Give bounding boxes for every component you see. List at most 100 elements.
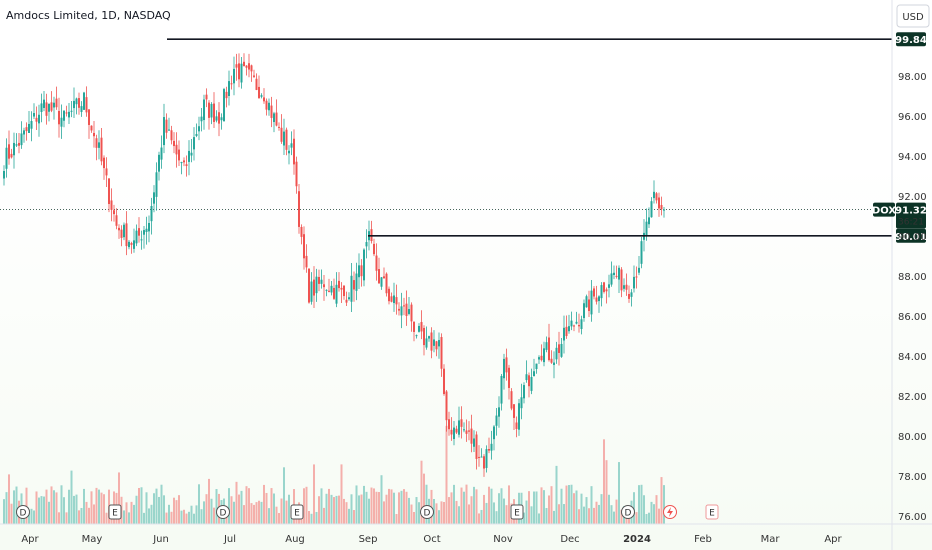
dividend-marker[interactable]: D (16, 505, 30, 519)
candle-body[interactable] (293, 138, 295, 165)
candle-body[interactable] (350, 275, 353, 302)
candle-body[interactable] (123, 224, 125, 238)
candle-body[interactable] (275, 112, 278, 126)
candle-body[interactable] (155, 172, 158, 197)
candle-body[interactable] (408, 309, 410, 314)
earnings-marker[interactable]: E (510, 504, 524, 520)
candle-body[interactable] (478, 456, 480, 458)
candle-body[interactable] (70, 110, 73, 112)
candle-body[interactable] (25, 127, 28, 132)
candle-body[interactable] (180, 162, 183, 164)
earnings-marker[interactable]: E (290, 504, 304, 520)
candle-body[interactable] (440, 337, 443, 369)
candle-body[interactable] (473, 438, 475, 447)
candle-body[interactable] (340, 287, 343, 290)
candle-body[interactable] (48, 103, 50, 112)
candle-body[interactable] (173, 140, 175, 147)
candle-body[interactable] (303, 234, 305, 259)
candle-body[interactable] (428, 336, 430, 339)
candle-body[interactable] (230, 83, 233, 85)
candle-body[interactable] (210, 103, 213, 118)
candle-body[interactable] (375, 255, 378, 271)
candle-body[interactable] (220, 117, 223, 121)
candle-body[interactable] (58, 110, 60, 125)
candle-body[interactable] (470, 428, 473, 444)
candle-body[interactable] (338, 280, 340, 289)
candle-body[interactable] (80, 106, 83, 113)
candle-body[interactable] (200, 116, 203, 122)
candle-body[interactable] (555, 347, 558, 360)
candle-body[interactable] (540, 355, 543, 361)
candle-body[interactable] (663, 209, 665, 211)
candle-body[interactable] (398, 308, 400, 311)
candle-body[interactable] (165, 119, 168, 133)
candle-body[interactable] (5, 147, 8, 169)
candle-body[interactable] (438, 340, 440, 347)
candle-body[interactable] (605, 289, 608, 292)
candle-body[interactable] (88, 109, 90, 125)
candle-body[interactable] (140, 239, 143, 241)
candle-body[interactable] (510, 391, 513, 409)
candle-body[interactable] (245, 65, 248, 68)
candle-body[interactable] (308, 268, 310, 303)
candle-body[interactable] (385, 273, 388, 294)
candle-body[interactable] (513, 404, 515, 418)
candle-body[interactable] (223, 89, 225, 122)
candle-body[interactable] (143, 230, 145, 235)
candle-body[interactable] (133, 240, 135, 249)
candle-body[interactable] (423, 327, 425, 346)
candle-body[interactable] (248, 63, 250, 70)
candle-body[interactable] (615, 275, 618, 277)
candle-body[interactable] (410, 304, 413, 322)
candle-body[interactable] (550, 358, 553, 363)
candle-body[interactable] (330, 285, 333, 293)
candle-body[interactable] (608, 284, 610, 288)
dividend-marker[interactable]: D (420, 505, 434, 519)
candle-body[interactable] (435, 341, 438, 350)
candle-body[interactable] (458, 420, 460, 435)
candle-body[interactable] (118, 227, 120, 231)
candle-body[interactable] (278, 126, 280, 128)
currency-button[interactable]: USD (896, 4, 930, 28)
candle-body[interactable] (55, 98, 58, 108)
candle-body[interactable] (488, 448, 490, 451)
candle-body[interactable] (148, 222, 150, 232)
candle-body[interactable] (178, 149, 180, 161)
candle-body[interactable] (40, 103, 43, 112)
candle-body[interactable] (288, 150, 290, 154)
candle-body[interactable] (73, 100, 75, 109)
candle-body[interactable] (135, 230, 138, 244)
candle-body[interactable] (648, 217, 650, 225)
candle-body[interactable] (298, 191, 300, 227)
candle-body[interactable] (430, 332, 433, 351)
candle-body[interactable] (503, 358, 505, 379)
candle-body[interactable] (553, 362, 555, 365)
candle-body[interactable] (50, 102, 53, 111)
candle-body[interactable] (530, 377, 533, 391)
candle-body[interactable] (373, 243, 375, 255)
candle-body[interactable] (348, 297, 350, 300)
candle-body[interactable] (185, 164, 188, 167)
candle-body[interactable] (285, 129, 288, 150)
candle-body[interactable] (613, 272, 615, 275)
candle-body[interactable] (625, 284, 628, 290)
candle-body[interactable] (365, 242, 368, 247)
candle-body[interactable] (475, 434, 478, 459)
candle-body[interactable] (170, 130, 173, 141)
candle-body[interactable] (333, 287, 335, 299)
candle-body[interactable] (45, 102, 48, 116)
earnings-marker[interactable]: E (108, 504, 122, 520)
dividend-marker[interactable]: D (216, 505, 230, 519)
candle-body[interactable] (403, 305, 405, 307)
candle-body[interactable] (145, 228, 148, 232)
candle-body[interactable] (15, 144, 18, 146)
candle-body[interactable] (75, 98, 78, 105)
candle-body[interactable] (528, 375, 530, 387)
candle-body[interactable] (68, 111, 70, 118)
candle-body[interactable] (328, 290, 330, 292)
candle-body[interactable] (633, 276, 635, 289)
candle-body[interactable] (490, 443, 493, 451)
candle-body[interactable] (505, 357, 508, 373)
candle-body[interactable] (213, 103, 215, 122)
candle-body[interactable] (103, 157, 105, 169)
